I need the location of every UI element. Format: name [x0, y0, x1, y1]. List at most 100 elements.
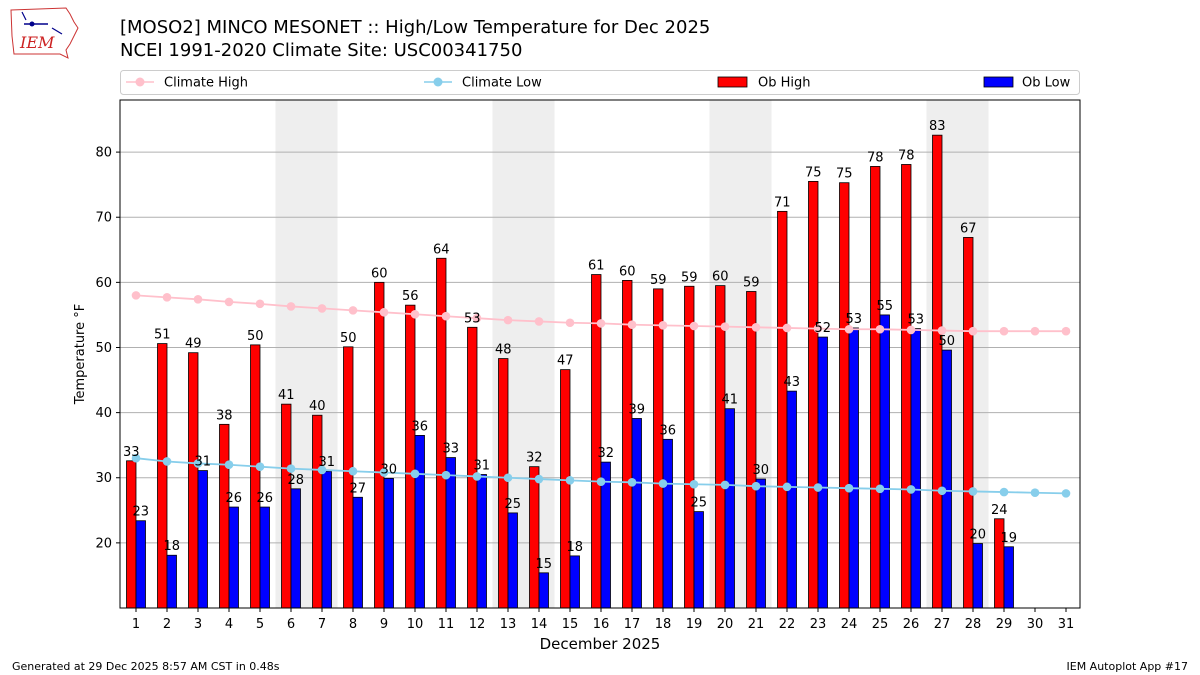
bar-ob-low-18 [662, 438, 673, 609]
point-climate-high-7 [317, 304, 327, 313]
point-climate-low-12 [472, 472, 482, 481]
point-climate-high-3 [193, 294, 203, 304]
label-ob-low-4: 26 [225, 491, 242, 506]
point-climate-low-1 [131, 453, 141, 463]
point-climate-high-10 [410, 309, 420, 319]
x-tick-label-16: 16 [593, 617, 610, 632]
point-climate-low-28 [968, 487, 978, 496]
label-ob-high-9: 60 [371, 266, 388, 281]
x-tick-label-12: 12 [469, 617, 486, 632]
x-tick-label-9: 9 [380, 617, 388, 632]
bar-ob-low-8 [352, 496, 363, 609]
point-climate-high-18 [658, 321, 668, 330]
bar-ob-high-20 [715, 285, 726, 609]
point-climate-high-2 [162, 293, 172, 302]
label-ob-low-22: 43 [783, 375, 800, 390]
bar-ob-low-29 [1003, 546, 1014, 609]
label-ob-low-27: 50 [938, 334, 955, 349]
bar-ob-low-11 [445, 457, 456, 609]
x-tick-label-24: 24 [841, 617, 858, 632]
point-climate-high-6 [286, 302, 296, 311]
point-climate-low-20 [720, 480, 730, 490]
point-climate-low-19 [689, 479, 699, 489]
label-ob-low-18: 36 [659, 423, 676, 438]
label-ob-low-3: 31 [194, 455, 211, 470]
point-climate-high-9 [379, 308, 389, 317]
label-ob-high-28: 67 [960, 221, 977, 236]
point-climate-high-15 [565, 318, 575, 328]
bar-ob-low-21 [755, 478, 766, 609]
y-tick-label-70: 70 [95, 211, 112, 226]
y-tick-label-40: 40 [95, 406, 112, 421]
x-tick-label-5: 5 [256, 617, 264, 632]
x-tick-label-8: 8 [349, 617, 357, 632]
x-tick-label-7: 7 [318, 617, 326, 632]
point-climate-high-23 [813, 324, 823, 333]
label-ob-high-17: 60 [619, 264, 636, 279]
x-tick-label-28: 28 [965, 617, 982, 632]
point-climate-high-19 [689, 321, 699, 331]
bar-ob-low-22 [786, 390, 797, 609]
x-tick-label-29: 29 [996, 617, 1013, 632]
x-tick-label-4: 4 [225, 617, 233, 632]
label-ob-high-27: 83 [929, 119, 946, 134]
label-ob-low-26: 53 [907, 313, 924, 328]
label-ob-low-7: 31 [318, 455, 335, 470]
point-climate-high-5 [255, 299, 265, 309]
legend-item-ob-high: Ob High [717, 76, 811, 91]
x-tick-label-17: 17 [624, 617, 641, 632]
bar-ob-low-4 [228, 506, 239, 609]
x-tick-label-21: 21 [748, 617, 765, 632]
chart-legend: Climate High Climate Low Ob High Ob Low [120, 70, 1080, 95]
bar-ob-high-7 [312, 414, 323, 609]
x-tick-label-19: 19 [686, 617, 703, 632]
label-ob-low-6: 28 [287, 473, 304, 488]
point-climate-high-11 [441, 311, 451, 321]
point-climate-low-8 [348, 466, 358, 476]
bar-ob-high-17 [622, 280, 633, 609]
legend-label-climate-high: Climate High [164, 76, 248, 91]
bar-ob-high-1 [126, 460, 137, 609]
x-tick-label-20: 20 [717, 617, 734, 632]
label-ob-low-12: 31 [473, 458, 490, 473]
bar-ob-low-1 [135, 520, 146, 609]
chart-subtitle: NCEI 1991-2020 Climate Site: USC00341750 [120, 40, 523, 61]
label-ob-low-1: 23 [132, 505, 149, 520]
x-tick-label-27: 27 [934, 617, 951, 632]
point-climate-high-25 [875, 324, 885, 334]
point-climate-low-16 [596, 477, 606, 486]
label-ob-high-2: 51 [154, 328, 171, 343]
bar-ob-low-7 [321, 470, 332, 609]
point-climate-high-30 [1030, 326, 1040, 336]
point-climate-high-22 [782, 323, 792, 333]
point-climate-high-21 [751, 322, 761, 332]
point-climate-high-28 [968, 326, 978, 336]
label-ob-high-23: 75 [805, 165, 822, 180]
label-ob-low-8: 27 [349, 481, 366, 496]
label-ob-high-24: 75 [836, 167, 853, 182]
legend-label-climate-low: Climate Low [462, 76, 542, 91]
label-ob-low-10: 36 [411, 419, 428, 434]
label-ob-low-9: 30 [380, 462, 397, 477]
bar-ob-high-3 [188, 352, 199, 609]
x-tick-label-25: 25 [872, 617, 889, 632]
bar-ob-high-11 [436, 257, 447, 609]
bar-ob-low-24 [848, 327, 859, 609]
legend-label-ob-high: Ob High [758, 76, 811, 91]
bar-ob-high-25 [870, 166, 881, 609]
plot-frame [119, 99, 1081, 609]
label-ob-high-3: 49 [185, 337, 202, 352]
bar-ob-low-9 [383, 477, 394, 609]
chart-title: [MOSO2] MINCO MESONET :: High/Low Temper… [120, 17, 711, 38]
point-climate-low-27 [937, 486, 947, 496]
bar-ob-high-6 [281, 403, 292, 609]
iowa-map-outline [10, 7, 79, 59]
bar-ob-high-21 [746, 291, 757, 609]
legend-marker-climate-low [433, 77, 443, 87]
legend-item-climate-high: Climate High [126, 76, 248, 91]
bar-ob-low-25 [879, 314, 890, 609]
label-ob-low-5: 26 [256, 491, 273, 506]
point-climate-low-4 [224, 460, 234, 470]
y-tick-label-50: 50 [95, 341, 112, 356]
x-tick-label-23: 23 [810, 617, 827, 632]
